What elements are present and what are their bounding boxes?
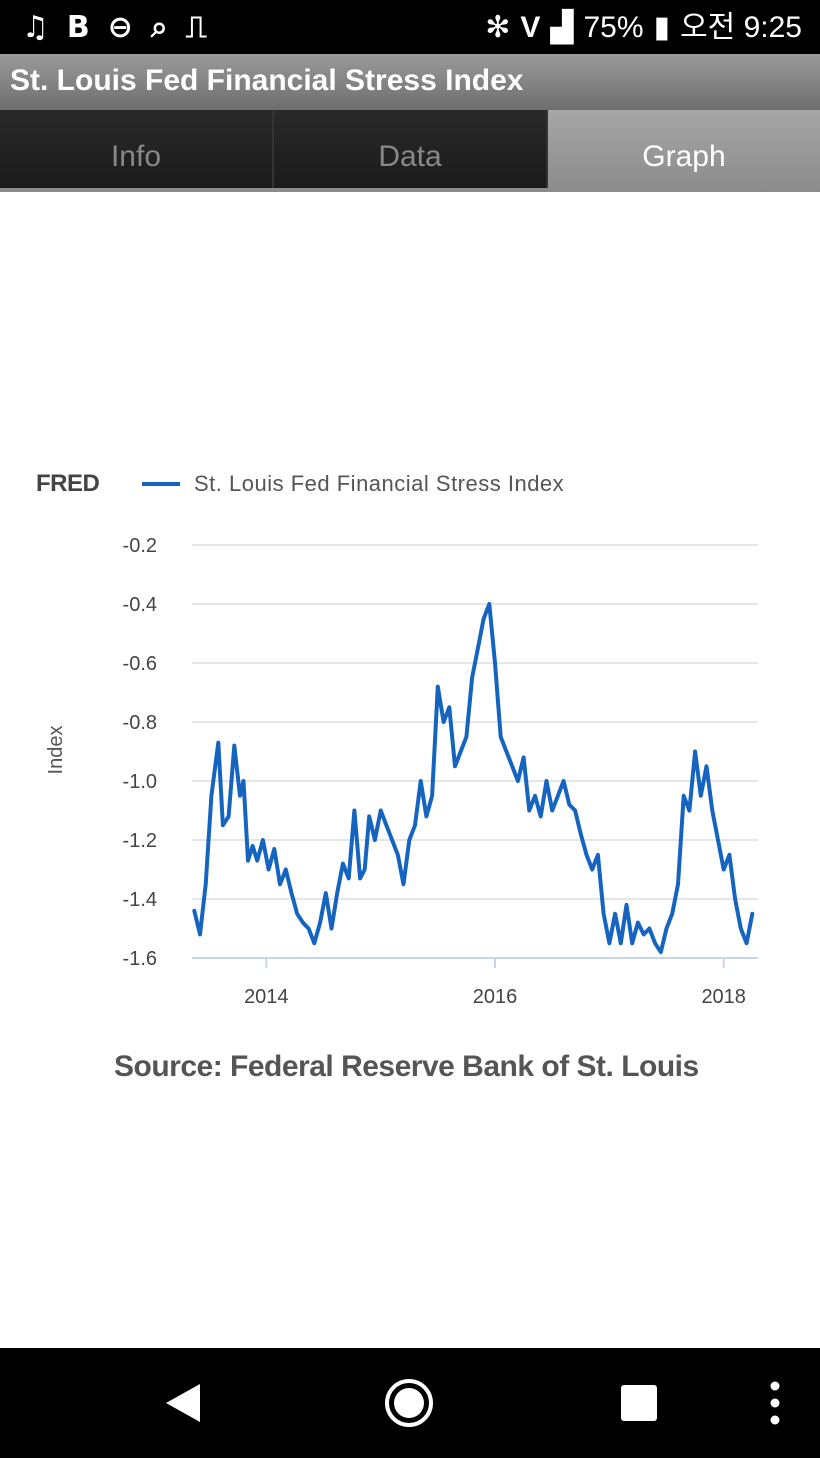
home-icon[interactable] <box>384 1378 434 1428</box>
minus-circle-icon: ⊖ <box>107 10 133 45</box>
music-icon: ♫ <box>22 10 49 45</box>
y-tick-label: -0.4 <box>123 594 157 616</box>
more-options-icon[interactable] <box>750 1378 800 1428</box>
legend-swatch <box>142 482 180 486</box>
y-tick-label: -1.2 <box>123 830 157 852</box>
pulse-icon: ⎍ <box>185 10 207 45</box>
fred-logo: FRED <box>36 470 100 497</box>
tab-info[interactable]: Info <box>0 110 274 190</box>
page-title: St. Louis Fed Financial Stress Index <box>10 64 524 97</box>
navigation-bar <box>0 1348 820 1458</box>
tab-graph-label: Graph <box>642 140 726 173</box>
legend-label: St. Louis Fed Financial Stress Index <box>194 471 565 496</box>
tab-bar-divider <box>0 188 820 192</box>
x-tick-label: 2018 <box>701 986 746 1008</box>
status-bar-left: ♫ B ⊖ ⌕ ⎍ <box>22 6 207 50</box>
battery-icon: ▮ <box>653 10 671 45</box>
app-title-bar: St. Louis Fed Financial Stress Index <box>0 54 820 110</box>
series-line <box>192 602 755 955</box>
y-tick-label: -0.2 <box>123 535 157 557</box>
x-tick-label: 2016 <box>473 986 518 1008</box>
b-icon: B <box>66 10 90 45</box>
line-chart: -0.2 -0.4 -0.6 -0.8 -1.0 -1.2 -1.4 -1.6 2014 2016… <box>45 535 758 1008</box>
y-tick-label: -1.0 <box>123 771 157 793</box>
chart-source: Source: Federal Reserve Bank of St. Loui… <box>114 1050 699 1083</box>
y-tick-label: -1.4 <box>123 889 157 911</box>
clock: 오전 9:25 <box>680 11 802 44</box>
tab-info-label: Info <box>110 140 162 173</box>
y-axis-label: Index <box>45 726 67 775</box>
bluetooth-icon: ✻ <box>485 10 511 45</box>
battery-level: 75% <box>583 11 644 44</box>
volte-icon: V <box>520 11 541 44</box>
recents-icon[interactable] <box>614 1378 664 1428</box>
status-bar-right: ✻ V ▟ 75% ▮ 오전 9:25 <box>485 6 802 50</box>
y-tick-label: -0.8 <box>123 712 157 734</box>
tab-data[interactable]: Data <box>274 110 548 190</box>
y-tick-label: -1.6 <box>123 948 157 970</box>
tab-bar: Info Data Graph <box>0 110 820 190</box>
back-icon[interactable] <box>160 1378 210 1428</box>
tab-graph[interactable]: Graph <box>548 110 820 190</box>
search-icon: ⌕ <box>150 10 168 45</box>
tab-data-label: Data <box>378 140 442 173</box>
y-tick-label: -0.6 <box>123 653 157 675</box>
x-tick-label: 2014 <box>244 986 289 1008</box>
lte-signal-icon: ▟ <box>550 10 574 45</box>
status-bar: ♫ B ⊖ ⌕ ⎍ ✻ V ▟ 75% ▮ 오전 9:25 <box>0 0 820 54</box>
